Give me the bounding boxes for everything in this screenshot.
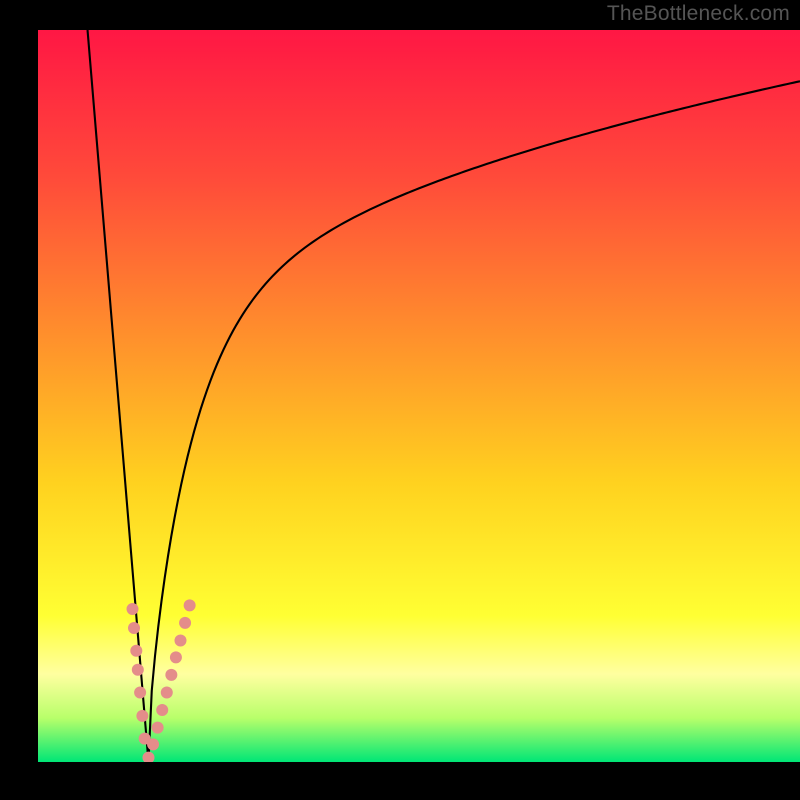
data-marker	[161, 686, 173, 698]
gradient-background	[38, 30, 800, 762]
data-marker	[165, 669, 177, 681]
data-marker	[132, 664, 144, 676]
data-marker	[134, 686, 146, 698]
data-marker	[126, 603, 138, 615]
watermark-text: TheBottleneck.com	[607, 2, 790, 26]
data-marker	[174, 634, 186, 646]
data-marker	[152, 722, 164, 734]
chart-container: TheBottleneck.com	[0, 0, 800, 800]
data-marker	[136, 710, 148, 722]
data-marker	[170, 651, 182, 663]
data-marker	[179, 617, 191, 629]
data-marker	[130, 645, 142, 657]
data-marker	[147, 738, 159, 750]
plot-svg	[38, 30, 800, 762]
data-marker	[128, 622, 140, 634]
data-marker	[184, 599, 196, 611]
data-marker	[156, 704, 168, 716]
